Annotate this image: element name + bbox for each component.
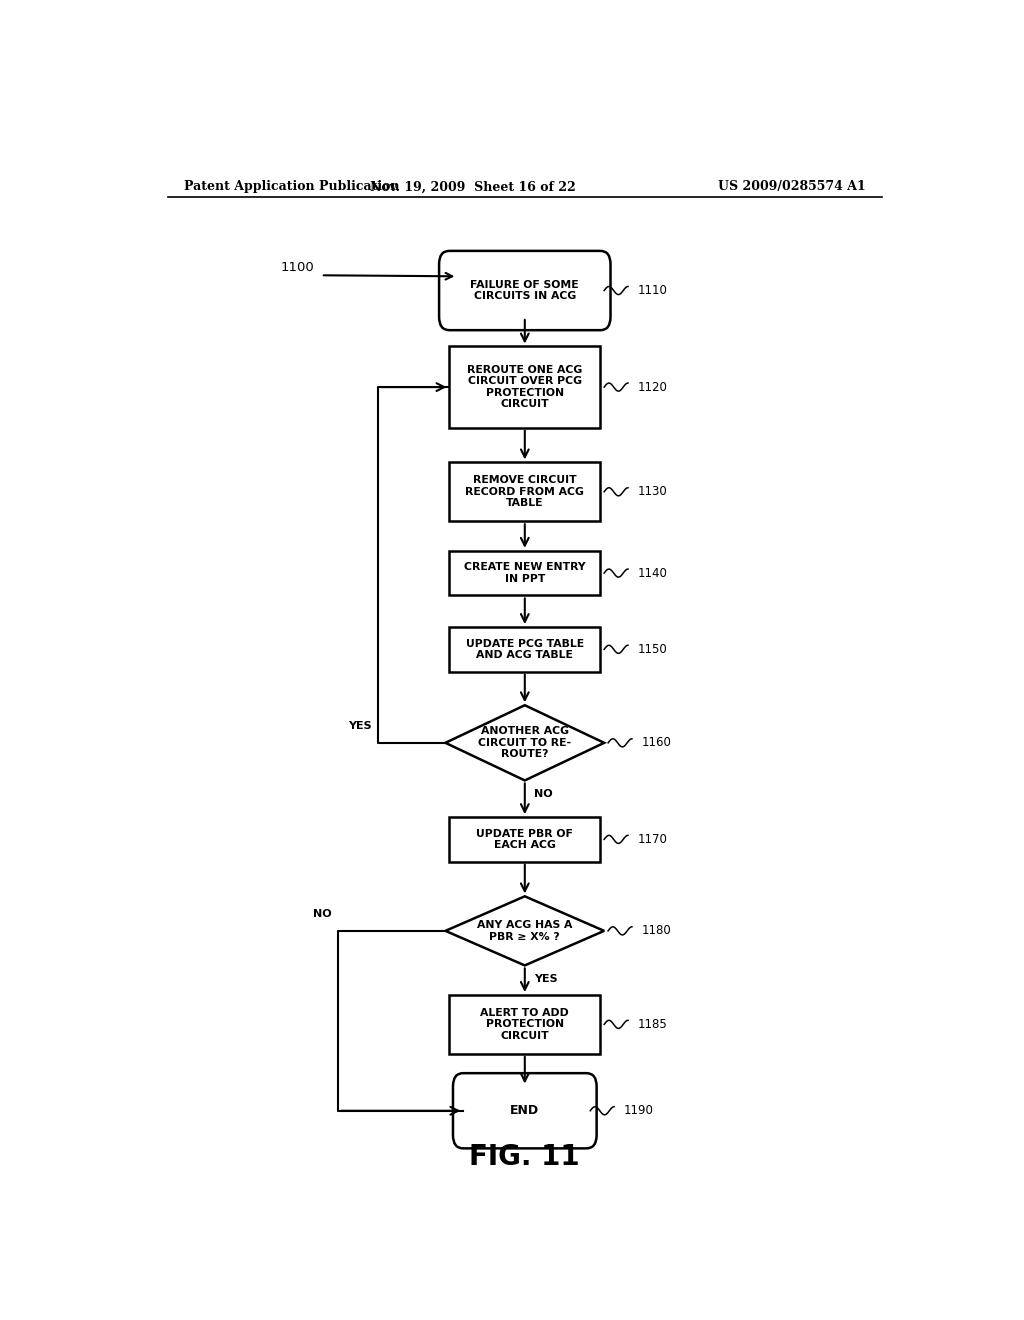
Text: 1160: 1160 — [641, 737, 672, 750]
Bar — [450, 462, 600, 521]
Bar — [450, 995, 600, 1053]
Text: Nov. 19, 2009  Sheet 16 of 22: Nov. 19, 2009 Sheet 16 of 22 — [371, 181, 577, 193]
Bar — [450, 550, 600, 595]
Text: NO: NO — [535, 788, 553, 799]
Bar — [450, 817, 600, 862]
Text: ANY ACG HAS A
PBR ≥ X% ?: ANY ACG HAS A PBR ≥ X% ? — [477, 920, 572, 941]
Text: 1120: 1120 — [638, 380, 668, 393]
Text: END: END — [510, 1105, 540, 1117]
Polygon shape — [445, 705, 604, 780]
Text: 1100: 1100 — [281, 260, 314, 273]
FancyBboxPatch shape — [439, 251, 610, 330]
Text: ANOTHER ACG
CIRCUIT TO RE-
ROUTE?: ANOTHER ACG CIRCUIT TO RE- ROUTE? — [478, 726, 571, 759]
Text: REROUTE ONE ACG
CIRCUIT OVER PCG
PROTECTION
CIRCUIT: REROUTE ONE ACG CIRCUIT OVER PCG PROTECT… — [467, 364, 583, 409]
Text: UPDATE PCG TABLE
AND ACG TABLE: UPDATE PCG TABLE AND ACG TABLE — [466, 639, 584, 660]
Text: 1185: 1185 — [638, 1018, 668, 1031]
Text: UPDATE PBR OF
EACH ACG: UPDATE PBR OF EACH ACG — [476, 829, 573, 850]
Text: FIG. 11: FIG. 11 — [469, 1143, 581, 1171]
Bar — [450, 627, 600, 672]
Text: Patent Application Publication: Patent Application Publication — [183, 181, 399, 193]
Text: 1130: 1130 — [638, 486, 668, 498]
Text: 1180: 1180 — [641, 924, 671, 937]
Text: NO: NO — [313, 908, 332, 919]
Text: FAILURE OF SOME
CIRCUITS IN ACG: FAILURE OF SOME CIRCUITS IN ACG — [470, 280, 580, 301]
Text: CREATE NEW ENTRY
IN PPT: CREATE NEW ENTRY IN PPT — [464, 562, 586, 583]
FancyBboxPatch shape — [453, 1073, 597, 1148]
Polygon shape — [445, 896, 604, 965]
Text: 1190: 1190 — [624, 1105, 653, 1117]
Bar — [450, 346, 600, 428]
Text: YES: YES — [348, 721, 372, 731]
Text: 1150: 1150 — [638, 643, 668, 656]
Text: REMOVE CIRCUIT
RECORD FROM ACG
TABLE: REMOVE CIRCUIT RECORD FROM ACG TABLE — [465, 475, 585, 508]
Text: 1140: 1140 — [638, 566, 668, 579]
Text: 1110: 1110 — [638, 284, 668, 297]
Text: ALERT TO ADD
PROTECTION
CIRCUIT: ALERT TO ADD PROTECTION CIRCUIT — [480, 1007, 569, 1041]
Text: US 2009/0285574 A1: US 2009/0285574 A1 — [718, 181, 866, 193]
Text: 1170: 1170 — [638, 833, 668, 846]
Text: YES: YES — [535, 974, 558, 983]
